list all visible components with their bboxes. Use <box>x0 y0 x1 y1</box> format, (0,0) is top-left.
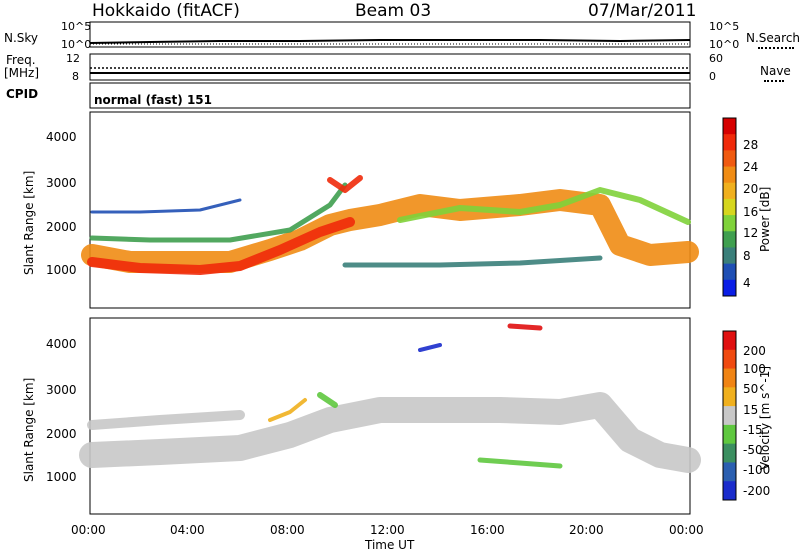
velocity-cbar-tick-15: 15 <box>743 403 759 417</box>
velocity-ytick-4000: 4000 <box>46 337 77 351</box>
xtick-0000: 00:00 <box>71 523 106 537</box>
power-band-core <box>87 217 355 275</box>
velocity-cbar-swatch <box>723 424 736 445</box>
velocity-ytick-2000: 2000 <box>46 427 77 441</box>
power-band-outer <box>81 189 699 273</box>
power-cbar-frame <box>722 117 737 297</box>
nsky-tick-bottom: 10^0 <box>61 38 92 51</box>
nave-tick-bottom: 0 <box>709 70 716 83</box>
freq-tick-bottom: 8 <box>72 70 79 83</box>
velocity-cbar-swatch <box>723 387 736 407</box>
cpid-panel-frame <box>89 82 691 109</box>
velocity-cbar-swatch <box>723 406 736 426</box>
freq-unit: [MHz] <box>4 66 40 80</box>
xtick-1200: 12:00 <box>370 523 405 537</box>
power-cbar-swatch <box>723 263 736 281</box>
power-cbar-tick-24: 24 <box>743 160 759 174</box>
velocity-cbar-tick-m100: -100 <box>743 463 771 477</box>
freq-panel-frame <box>89 53 691 81</box>
station-title: Hokkaido (fitACF) <box>92 1 240 21</box>
power-cbar-swatch <box>723 182 736 200</box>
nsearch-tick-top: 10^5 <box>709 20 740 33</box>
velocity-cbar-tick-m50: -50 <box>743 443 763 457</box>
velocity-cbar-tick-m15: -15 <box>743 423 763 437</box>
velocity-cbar-tick-m200: -200 <box>743 484 771 498</box>
velocity-cbar-swatch <box>723 443 736 463</box>
velocity-ytick-1000: 1000 <box>46 470 77 484</box>
power-ytick-3000: 3000 <box>46 176 77 190</box>
power-cbar-swatch <box>723 198 736 216</box>
nsearch-label: N.Search <box>746 31 800 45</box>
xtick-0400: 04:00 <box>170 523 205 537</box>
power-cbar-tick-16: 16 <box>743 205 759 219</box>
cpid-label: CPID <box>6 87 39 101</box>
velocity-band-blue <box>418 343 442 352</box>
nsky-panel-frame <box>89 21 691 48</box>
power-cbar-tick-8: 8 <box>743 249 751 263</box>
velocity-cbar-tick-50: 50 <box>743 382 759 396</box>
power-cbar-swatch <box>723 247 736 265</box>
power-ytick-4000: 4000 <box>46 130 77 144</box>
power-band-lower <box>342 255 603 268</box>
freq-tick-top: 12 <box>66 52 80 65</box>
power-cbar-swatch <box>723 215 736 232</box>
nsky-label: N.Sky <box>4 31 39 45</box>
velocity-band-red <box>507 323 543 331</box>
nsky-trace <box>89 39 691 44</box>
power-cbar-swatch <box>723 134 736 151</box>
power-cbar-tick-28: 28 <box>743 138 759 152</box>
xtick-0800: 08:00 <box>270 523 305 537</box>
velocity-band-main <box>79 392 701 473</box>
power-band-hook <box>327 175 363 193</box>
power-band-mid <box>397 187 691 225</box>
velocity-cbar-swatch <box>723 368 736 388</box>
power-colorbar <box>722 117 737 297</box>
date-title: 07/Mar/2011 <box>588 1 697 21</box>
velocity-cbar-tick-100: 100 <box>743 362 766 376</box>
nave-tick-top: 60 <box>709 52 723 65</box>
power-cbar-swatch <box>723 150 736 168</box>
nave-label: Nave <box>760 64 791 78</box>
velocity-band-upper <box>87 410 245 430</box>
velocity-cbar-frame <box>722 330 737 501</box>
velocity-scatter-bands <box>79 323 701 473</box>
xaxis-label: Time UT <box>365 538 415 552</box>
nave-legend-line <box>764 80 784 82</box>
velocity-cbar-swatch <box>723 481 736 501</box>
velocity-band-orange <box>268 398 307 422</box>
power-ytick-1000: 1000 <box>46 263 77 277</box>
power-cbar-swatch <box>723 166 736 184</box>
xtick-2400: 00:00 <box>669 523 704 537</box>
power-ytick-2000: 2000 <box>46 220 77 234</box>
power-scatter-bands <box>81 175 699 275</box>
power-cbar-tick-12: 12 <box>743 226 759 240</box>
power-cbar-tick-4: 4 <box>743 276 751 290</box>
xtick-2000: 20:00 <box>569 523 604 537</box>
xtick-1600: 16:00 <box>470 523 505 537</box>
power-cbar-swatch <box>723 118 736 135</box>
nsky-tick-top: 10^5 <box>61 20 92 33</box>
cpid-value: normal (fast) 151 <box>94 93 212 107</box>
velocity-cbar-tick-200: 200 <box>743 344 766 358</box>
velocity-cbar-swatch <box>723 331 736 351</box>
power-band-upper <box>89 182 348 243</box>
power-cbar-tick-20: 20 <box>743 182 759 196</box>
power-band-upper-blue <box>90 198 242 214</box>
nsearch-tick-bottom: 10^0 <box>709 38 740 51</box>
freq-label: Freq. <box>6 53 36 67</box>
velocity-cbar-swatch <box>723 349 736 370</box>
beam-title: Beam 03 <box>355 1 432 21</box>
power-cbar-swatch <box>723 279 736 297</box>
nsearch-legend-line <box>758 47 794 49</box>
velocity-ytick-3000: 3000 <box>46 383 77 397</box>
velocity-colorbar <box>722 330 737 501</box>
power-cbar-swatch <box>723 231 736 248</box>
velocity-band-green2 <box>317 392 338 408</box>
velocity-cbar-swatch <box>723 462 736 482</box>
velocity-band-green <box>477 457 563 469</box>
